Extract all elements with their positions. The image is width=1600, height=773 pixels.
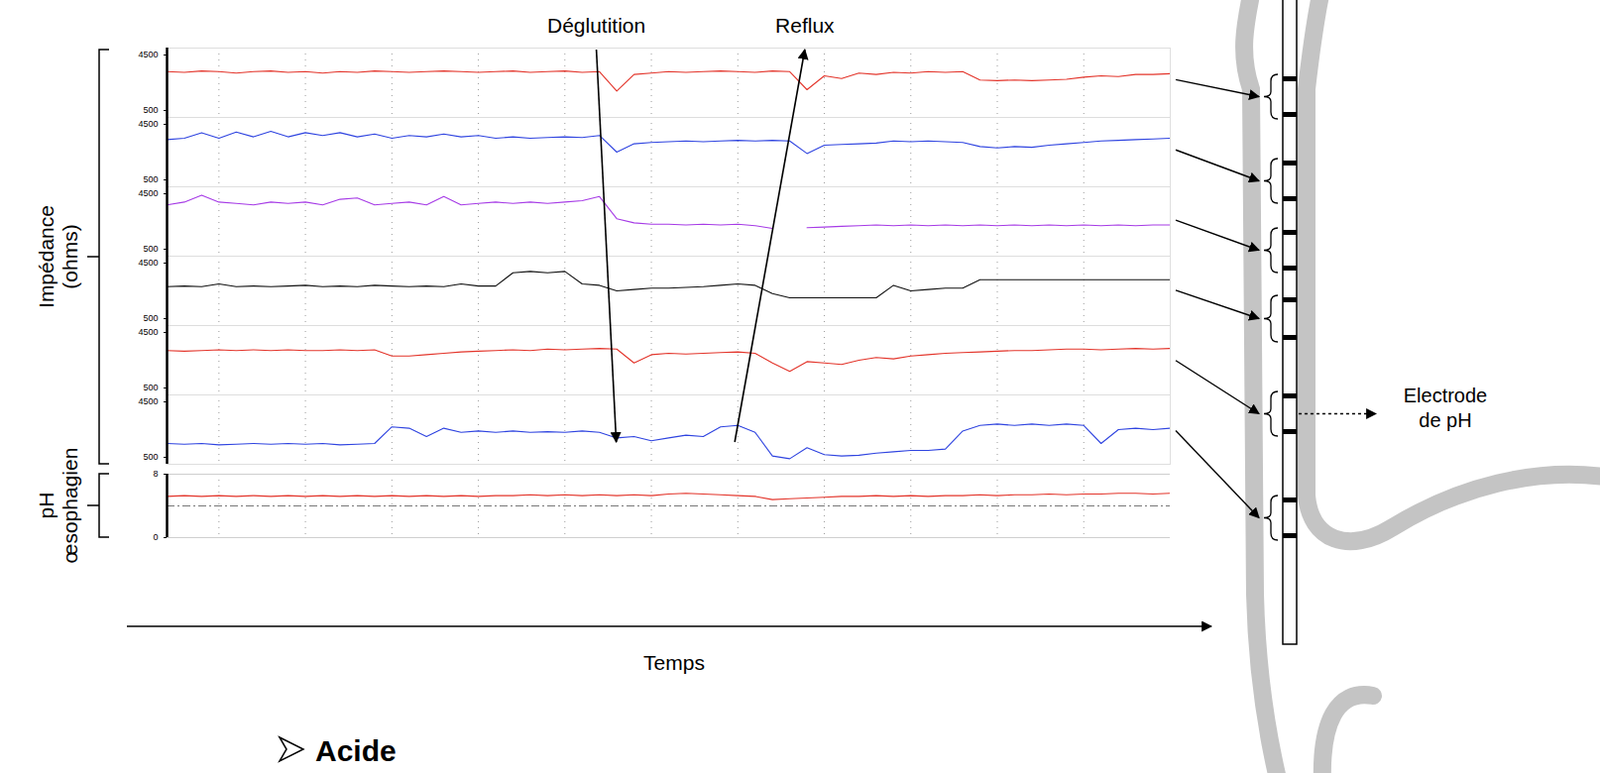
svg-text:4500: 4500 — [137, 188, 158, 199]
svg-text:8: 8 — [152, 468, 158, 479]
svg-text:4500: 4500 — [137, 327, 158, 338]
svg-text:500: 500 — [142, 105, 158, 115]
svg-text:Electrodede pH: Electrodede pH — [1403, 384, 1488, 432]
svg-text:Déglutition: Déglutition — [547, 13, 646, 37]
svg-text:500: 500 — [142, 452, 158, 462]
svg-text:pHœsophagien: pHœsophagien — [34, 448, 82, 565]
svg-text:4500: 4500 — [137, 257, 158, 268]
svg-text:500: 500 — [142, 174, 158, 185]
svg-text:Acide: Acide — [315, 734, 397, 768]
svg-text:500: 500 — [142, 313, 158, 324]
svg-text:Reflux: Reflux — [775, 13, 835, 37]
svg-text:500: 500 — [142, 243, 158, 254]
svg-text:4500: 4500 — [137, 118, 158, 129]
svg-text:4500: 4500 — [137, 396, 158, 407]
svg-text:4500: 4500 — [137, 49, 158, 60]
svg-text:Impédance(ohms): Impédance(ohms) — [34, 205, 82, 309]
svg-text:0: 0 — [152, 532, 158, 543]
svg-text:Temps: Temps — [643, 651, 705, 675]
svg-text:500: 500 — [142, 382, 158, 393]
